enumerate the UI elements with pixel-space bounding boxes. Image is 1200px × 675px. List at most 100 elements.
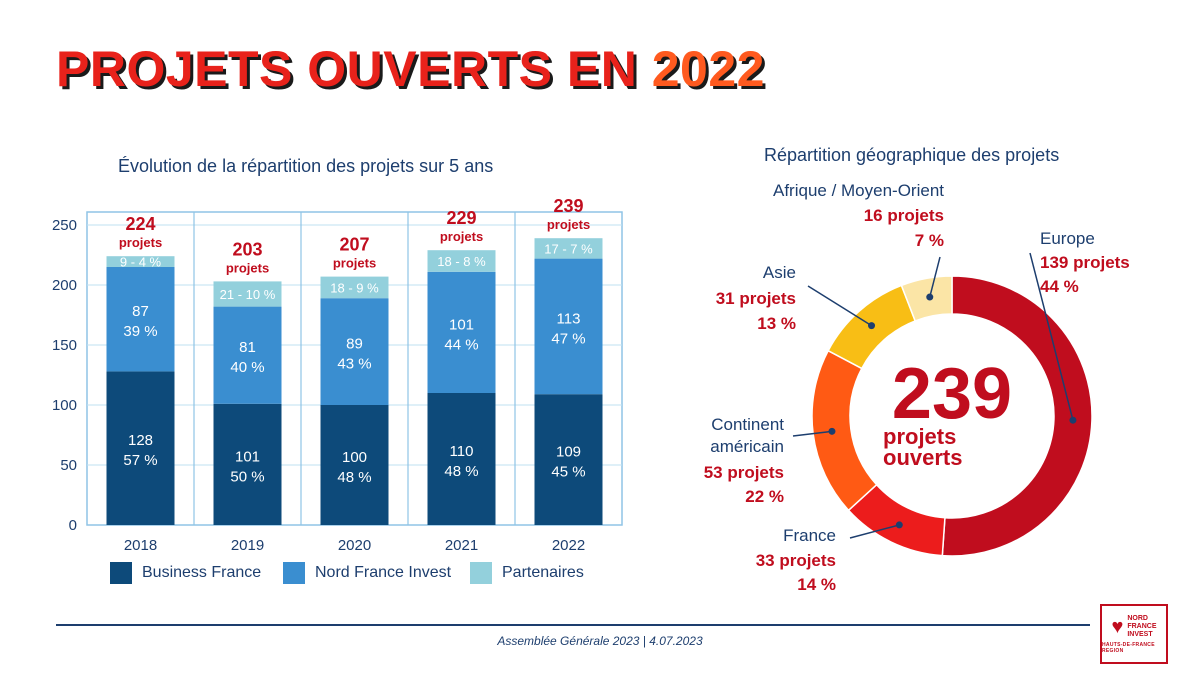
donut-label-name: France (783, 526, 836, 545)
bar-total-unit: projets (119, 235, 162, 250)
donut-slice-americas (811, 349, 878, 512)
donut-leader-line (792, 430, 833, 437)
bar-value-label: 101 (235, 448, 260, 465)
bar-segment-business-france (534, 394, 603, 525)
donut-center-label-line-1: projets (883, 424, 956, 449)
bar-segment-partenaires (427, 250, 496, 272)
y-tick-label: 0 (69, 517, 77, 534)
title-year: 2022 (651, 41, 765, 97)
bar-segment-business-france (427, 393, 496, 525)
bar-total-label: 229 (446, 208, 476, 228)
bar-value-label: 110 (450, 443, 474, 460)
x-tick-label: 2018 (124, 537, 157, 554)
donut-label-count: 33 projets (756, 551, 836, 570)
bar-percent-label: 47 % (551, 330, 585, 347)
donut-label-percent: 22 % (745, 487, 784, 506)
legend-swatch-partenaires (470, 562, 492, 584)
donut-label-name: américain (710, 437, 784, 456)
title-main: PROJETS OUVERTS EN (56, 41, 638, 97)
legend-swatch-business-france (110, 562, 132, 584)
bar-total-label: 239 (553, 196, 583, 216)
bar-percent-label: 45 % (551, 464, 585, 481)
footer-text: Assemblée Générale 2023 | 4.07.2023 (497, 634, 703, 648)
y-tick-label: 250 (52, 217, 77, 234)
footer-divider (56, 624, 1090, 626)
bar-value-label: 89 (346, 336, 363, 353)
y-tick-label: 150 (52, 337, 77, 354)
donut-leader-dot (868, 322, 876, 330)
donut-leader-dot (926, 293, 934, 301)
bar-value-label: 81 (239, 339, 256, 356)
bar-segment-partenaires (106, 256, 175, 267)
bar-chart-title: Évolution de la répartition des projets … (118, 156, 494, 176)
bar-value-label: 100 (342, 449, 367, 466)
bar-segment-partenaires (534, 238, 603, 259)
bar-total-label: 224 (125, 214, 155, 234)
legend-label-partenaires: Partenaires (502, 564, 584, 581)
legend-label-nord-france-invest: Nord France Invest (315, 564, 452, 581)
legend-item-nord-france-invest: Nord France Invest (283, 562, 451, 584)
donut-leader-line (1029, 252, 1074, 421)
x-tick-label: 2020 (338, 537, 371, 554)
bar-percent-label: 44 % (444, 336, 478, 353)
donut-label-percent: 14 % (797, 575, 836, 594)
donut-leader-line (849, 524, 900, 539)
donut-label-name: Asie (763, 263, 796, 282)
bar-total-label: 203 (232, 239, 262, 259)
logo-line-3: INVEST (1127, 630, 1153, 638)
donut-label-count: 139 projets (1040, 253, 1130, 272)
bar-segment-nord-france-invest (213, 306, 282, 404)
bar-percent-label: 48 % (444, 463, 478, 480)
y-tick-label: 100 (52, 397, 77, 414)
donut-label-percent: 7 % (915, 231, 944, 250)
bar-value-label: 128 (128, 432, 153, 449)
bar-partenaires-label: 21 - 10 % (220, 287, 276, 302)
bar-total-unit: projets (333, 256, 376, 271)
legend-item-business-france: Business France (110, 562, 261, 584)
bar-percent-label: 39 % (123, 323, 157, 340)
bar-partenaires-label: 18 - 9 % (330, 280, 379, 295)
x-tick-label: 2021 (445, 537, 478, 554)
logo-region: HAUTS-DE-FRANCE REGION (1102, 641, 1155, 654)
bar-total-unit: projets (440, 229, 483, 244)
bar-partenaires-label: 18 - 8 % (437, 254, 486, 269)
donut-leader-dot (895, 521, 903, 529)
bar-percent-label: 48 % (337, 469, 371, 486)
bar-segment-business-france (106, 371, 175, 525)
donut-label-percent: 44 % (1040, 277, 1079, 296)
donut-leader-line (807, 285, 872, 327)
bar-segment-partenaires (320, 276, 389, 299)
donut-leader-line (929, 256, 941, 298)
bar-partenaires-label: 9 - 4 % (120, 255, 162, 270)
y-tick-label: 50 (60, 457, 77, 474)
donut-label-count: 53 projets (704, 463, 784, 482)
bar-segment-business-france (213, 403, 282, 525)
donut-leader-dot (1069, 416, 1077, 424)
legend-label-business-france: Business France (142, 564, 262, 581)
logo-heart-icon: ♥ (1111, 615, 1124, 638)
bar-segment-nord-france-invest (534, 258, 603, 395)
logo-line-2: FRANCE (1127, 622, 1157, 630)
donut-leader-dot (828, 427, 836, 435)
logo-line-1: NORD (1127, 614, 1148, 622)
bar-total-unit: projets (226, 260, 269, 275)
donut-label-percent: 13 % (757, 314, 796, 333)
bar-percent-label: 40 % (230, 359, 264, 376)
bar-value-label: 87 (132, 303, 149, 320)
x-tick-label: 2019 (231, 537, 264, 554)
bar-percent-label: 50 % (230, 468, 264, 485)
donut-label-name: Continent (711, 415, 784, 434)
bar-total-label: 207 (339, 235, 369, 255)
donut-label-count: 16 projets (864, 206, 944, 225)
bar-value-label: 113 (557, 310, 581, 327)
donut-chart-title: Répartition géographique des projets (764, 145, 1060, 165)
nord-france-invest-logo: ♥ NORD FRANCE INVEST HAUTS-DE-FRANCE REG… (1100, 604, 1168, 664)
donut-label-name: Europe (1040, 229, 1095, 248)
donut-center-label-line-2: ouverts (883, 445, 962, 470)
donut-label-name: Afrique / Moyen-Orient (773, 181, 944, 200)
bar-partenaires-label: 17 - 7 % (544, 241, 593, 256)
bar-total-unit: projets (547, 217, 590, 232)
legend-swatch-nord-france-invest (283, 562, 305, 584)
bar-value-label: 109 (556, 444, 581, 461)
